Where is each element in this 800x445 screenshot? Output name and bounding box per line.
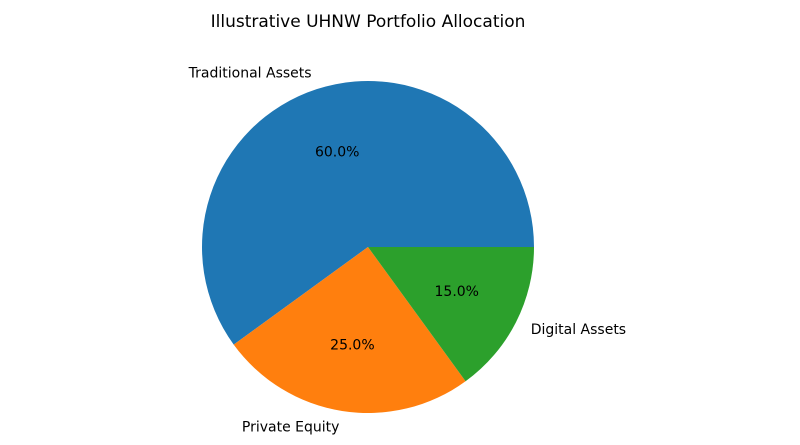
slice-label: Digital Assets: [531, 322, 626, 338]
chart-title: Illustrative UHNW Portfolio Allocation: [211, 12, 526, 32]
value-label: 60.0%: [315, 144, 359, 160]
pie-slice: [368, 247, 534, 382]
slice-label: Private Equity: [242, 419, 340, 435]
pie-slice: [233, 247, 466, 413]
slice-label: Traditional Assets: [188, 65, 312, 81]
value-label: 15.0%: [435, 284, 479, 300]
value-label: 25.0%: [330, 337, 374, 353]
pie-slice: [201, 80, 534, 345]
